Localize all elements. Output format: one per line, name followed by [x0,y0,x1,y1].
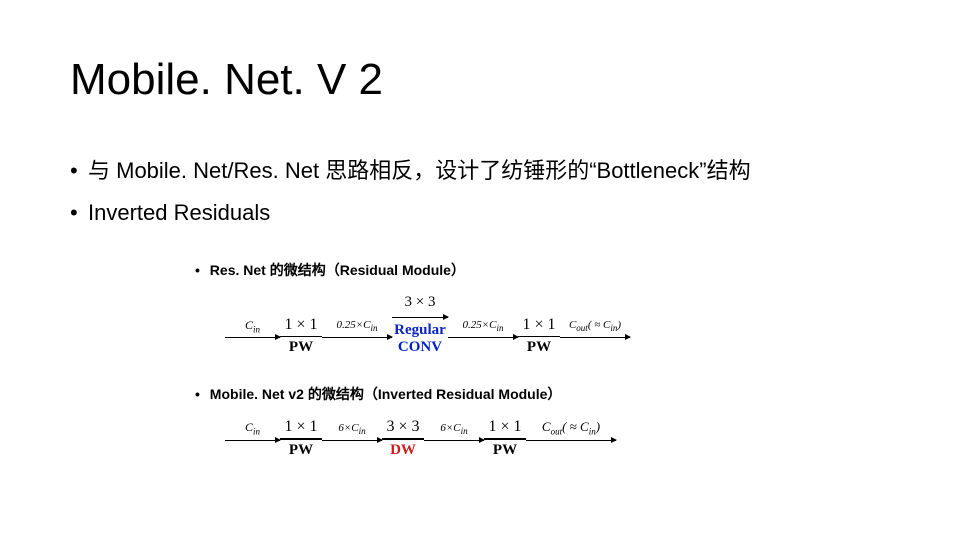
d2-cout-sub: out [551,427,563,437]
d1-cin-sub: in [253,324,260,334]
underline-icon [518,336,560,338]
bullet-1: • 与 Mobile. Net/Res. Net 思路相反，设计了纺锤形的“Bo… [70,150,751,192]
d1-prefix: Res. Net [210,262,270,278]
d1-11b: 1 × 1 [522,316,555,334]
diagram2-flow: Cin 1 × 1 PW 6×Cin 3 × 3 DW 6×Cin [225,418,815,459]
d1-cout-te: ) [617,319,621,331]
d2-node-pw-a: 1 × 1 PW [280,418,322,459]
d1-conv: CONV [398,339,442,356]
d1-11a: 1 × 1 [284,316,317,334]
arrow-icon [225,337,280,338]
d2-arrow-cin: Cin [225,420,280,458]
diagram2-header: • Mobile. Net v2 的微结构（Inverted Residual … [195,384,815,404]
d1-33: 3 × 3 [405,294,436,311]
d1-cout-t: ( ≈ C [588,319,611,331]
arrow-icon [322,440,382,441]
d2-cin-sub: in [253,427,260,437]
d1-mida-sub: in [371,323,378,333]
d2-arrow-a: 6×Cin [322,422,382,459]
d1-node-pw-a: 1 × 1 PW [280,316,322,357]
d2-33: 3 × 3 [386,418,419,436]
d2-cout-te: ) [596,419,600,434]
d2-en: （Inverted Residual Module） [364,386,562,402]
slide: Mobile. Net. V 2 • 与 Mobile. Net/Res. Ne… [0,0,960,540]
d2-dw: DW [390,442,416,459]
d2-mida: 6×C [338,422,358,434]
d2-11a: 1 × 1 [284,418,317,436]
d1-node-pw-b: 1 × 1 PW [518,316,560,357]
arrow-icon [392,317,448,318]
arrow-icon [322,337,392,338]
underline-icon [382,438,424,440]
d1-cn: 的微结构 [270,262,326,278]
d2-cout-t: ( ≈ C [562,419,589,434]
arrow-icon [225,440,280,441]
underline-icon [484,438,526,440]
bullet-dot-icon: • [70,150,88,192]
page-title: Mobile. Net. V 2 [70,55,383,105]
d2-prefix: Mobile. Net v2 [210,386,308,402]
d2-pw-a: PW [289,442,313,459]
bullet-2: • Inverted Residuals [70,192,751,234]
d2-node-pw-b: 1 × 1 PW [484,418,526,459]
diagram1-flow: Cin 1 × 1 PW 0.25×Cin 3 × 3 Regular CONV [225,294,815,356]
d1-arrow-cout: Cout( ≈ Cin) [560,319,630,356]
d2-cn: 的微结构 [308,386,364,402]
d2-node-dw: 3 × 3 DW [382,418,424,459]
arrow-icon [560,337,630,338]
bullet-dot-icon: • [70,192,88,234]
d1-pw-a: PW [289,339,313,356]
d1-en: （Residual Module） [326,262,465,278]
d1-arrow-cin: Cin [225,318,280,356]
d2-arrow-cout: Cout( ≈ Cin) [526,419,616,459]
d2-midb: 6×C [440,422,460,434]
bullet-dot-icon: • [195,262,200,278]
d1-mida: 0.25×C [336,319,370,331]
d1-arrow-b: 0.25×Cin [448,319,518,338]
d2-pw-b: PW [493,442,517,459]
d2-midb-sub: in [461,426,468,436]
bullet-2-text: Inverted Residuals [88,192,270,234]
bullet-list: • 与 Mobile. Net/Res. Net 思路相反，设计了纺锤形的“Bo… [70,150,751,234]
d2-cout-ts: in [589,427,596,437]
d1-cin: C [245,318,253,332]
diagrams-area: • Res. Net 的微结构（Residual Module） Cin 1 ×… [195,260,815,487]
arrow-icon [424,440,484,441]
underline-icon [280,438,322,440]
d2-11b: 1 × 1 [488,418,521,436]
d1-regular: Regular [394,322,446,339]
d1-pw-b: PW [527,339,551,356]
d2-cout: C [542,419,551,434]
d2-mida-sub: in [359,426,366,436]
diagram1-header: • Res. Net 的微结构（Residual Module） [195,260,815,280]
bullet-1-text: 与 Mobile. Net/Res. Net 思路相反，设计了纺锤形的“Bott… [88,150,751,192]
arrow-icon [448,337,518,338]
d1-node-conv: 3 × 3 Regular CONV [392,294,448,356]
d2-cin: C [245,420,253,434]
d1-cout-sub: out [576,323,588,333]
d1-midb: 0.25×C [462,319,496,331]
underline-icon [280,336,322,338]
bullet-dot-icon: • [195,386,200,402]
d1-midb-sub: in [497,323,504,333]
arrow-icon [526,440,616,441]
d2-arrow-b: 6×Cin [424,422,484,459]
d1-arrow-a: 0.25×Cin [322,319,392,356]
